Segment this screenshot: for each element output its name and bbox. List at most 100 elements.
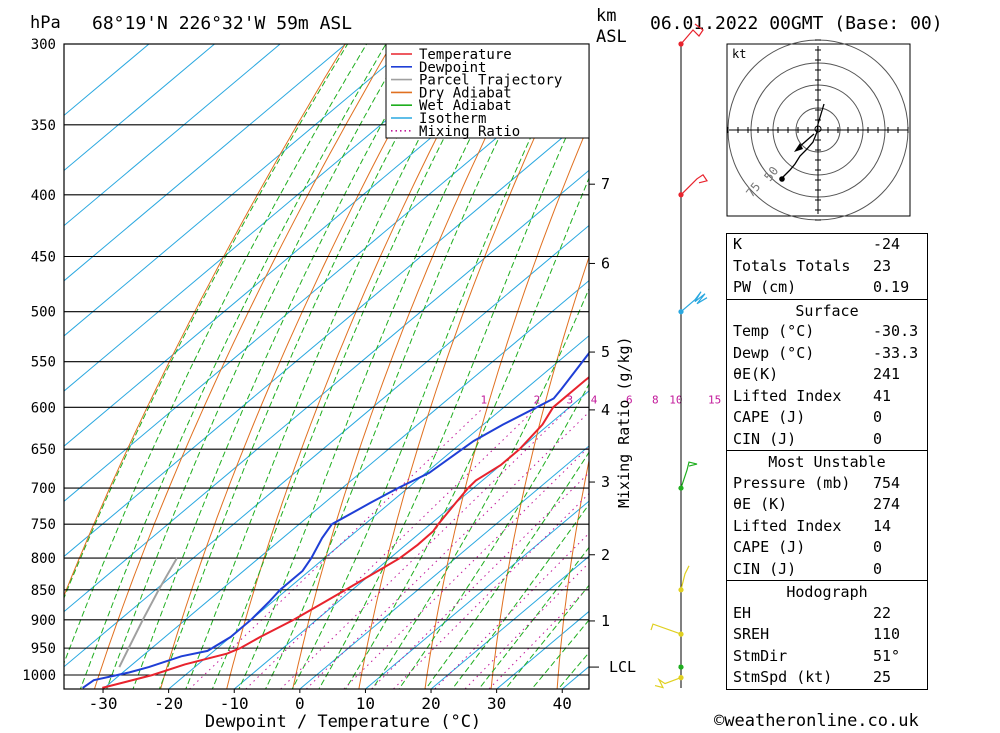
index-label: PW (cm) <box>733 278 797 296</box>
x-tick-label: 30 <box>487 694 506 713</box>
mixing-ratio-label: 4 <box>591 393 598 406</box>
index-label: CAPE (J) <box>733 538 806 556</box>
index-label: CIN (J) <box>733 429 797 448</box>
height-tick-label: 2 <box>601 546 610 564</box>
index-value: 0.19 <box>873 278 910 296</box>
isotherm-line <box>64 44 216 172</box>
pressure-tick-label: 600 <box>31 400 56 416</box>
dry-adiabat-line <box>64 44 346 598</box>
index-value: -30.3 <box>873 322 919 340</box>
wet-adiabat-line <box>318 84 589 689</box>
height-tick-label: 7 <box>601 175 610 193</box>
lcl-label: LCL <box>609 658 636 676</box>
height-asl-label: ASL <box>596 27 627 47</box>
wind-barb-dot <box>678 309 684 315</box>
series-line-temperature <box>102 376 589 689</box>
most-unstable-section-title: Most Unstable <box>768 453 886 471</box>
index-row: SREH 110 <box>727 624 927 646</box>
wind-barb <box>680 173 708 196</box>
legend-label: Dry Adiabat <box>419 85 512 101</box>
index-value: 0 <box>873 408 883 426</box>
mixing-ratio-axis-title: Mixing Ratio (g/kg) <box>615 336 633 508</box>
legend-label: Temperature <box>419 47 512 63</box>
x-axis-title: Dewpoint / Temperature (°C) <box>205 712 481 732</box>
isotherm-line <box>364 500 589 689</box>
index-label: CIN (J) <box>733 559 797 578</box>
index-label: Dewp (°C) <box>733 343 815 362</box>
index-row: EH 22 <box>727 603 927 625</box>
hodograph-end-dot <box>779 176 785 182</box>
isotherm-line <box>233 390 589 689</box>
wind-barb-dot <box>678 675 684 681</box>
wet-adiabat-line <box>185 44 470 689</box>
index-value: 274 <box>873 495 901 513</box>
dry-adiabat-line <box>358 44 579 689</box>
indices-table: K -24 Totals Totals 23 PW (cm) 0.19 Surface T… <box>726 233 928 690</box>
mixing-ratio-line <box>245 406 538 689</box>
mixing-ratio-label: 2 <box>534 393 541 406</box>
height-tick-label: 1 <box>601 612 610 630</box>
index-row: CAPE (J) 0 <box>727 537 927 559</box>
mixing-ratio-line <box>343 446 589 689</box>
wet-adiabat-line <box>345 176 589 689</box>
x-tick-label: 10 <box>356 694 375 713</box>
wet-adiabat-line <box>132 44 427 689</box>
wet-adiabat-line <box>64 44 368 665</box>
index-row: Pressure (mb) 754 <box>727 473 927 495</box>
mixing-ratio-line <box>370 472 589 689</box>
wet-adiabat-line <box>451 503 589 689</box>
wind-barb-column <box>650 23 708 689</box>
index-value: 241 <box>873 365 901 383</box>
series-layer <box>82 351 589 689</box>
index-value: 0 <box>873 538 883 556</box>
axis-labels: 3003504004505005506006507007508008509009… <box>22 37 772 713</box>
index-row: Dewp (°C) -33.3 <box>727 343 927 365</box>
wet-adiabat-line <box>478 546 589 689</box>
index-row: θE(K) 241 <box>727 364 927 386</box>
pressure-tick-label: 750 <box>31 517 56 533</box>
legend-label: Mixing Ratio <box>419 124 520 140</box>
height-tick-label: 4 <box>601 401 610 419</box>
pressure-unit-label: hPa <box>30 13 61 33</box>
index-value: 0 <box>873 429 883 448</box>
index-value: 25 <box>873 668 892 686</box>
isotherm-line <box>102 279 589 689</box>
height-unit-label: km <box>596 6 617 26</box>
mixing-ratio-label: 1 <box>481 393 488 406</box>
hodograph-section-title: Hodograph <box>786 583 868 601</box>
pressure-tick-label: 550 <box>31 355 56 371</box>
pressure-tick-label: 800 <box>31 551 56 567</box>
index-label: Lifted Index <box>733 386 842 405</box>
dry-adiabat-line <box>292 44 532 689</box>
index-row: K -24 <box>727 234 927 256</box>
x-tick-label: -20 <box>154 694 183 713</box>
isotherm-line <box>64 44 347 282</box>
pressure-tick-label: 650 <box>31 442 56 458</box>
index-value: -24 <box>873 235 901 253</box>
index-value: 110 <box>873 625 901 643</box>
index-label: K <box>733 235 743 253</box>
pressure-tick-label: 500 <box>31 305 56 321</box>
x-tick-label: 0 <box>295 694 305 713</box>
mixing-ratio-label: 3 <box>567 393 574 406</box>
legend-label: Wet Adiabat <box>419 98 512 114</box>
plot-frame <box>63 43 590 690</box>
wet-adiabat-line <box>238 44 518 689</box>
indices-top-section: K -24 Totals Totals 23 PW (cm) 0.19 <box>727 234 927 299</box>
index-value: -33.3 <box>873 343 919 362</box>
pressure-tick-label: 1000 <box>22 668 56 684</box>
wet-adiabat-line <box>264 44 546 689</box>
dry-adiabat-line <box>490 255 589 689</box>
index-value: 14 <box>873 516 892 535</box>
wind-barb-dot <box>678 485 684 491</box>
datetime-title: 06.01.2022 00GMT (Base: 00) <box>650 13 943 34</box>
index-row: StmDir 51° <box>727 646 927 668</box>
wind-barb <box>650 623 682 635</box>
wet-adiabat-line <box>371 287 589 689</box>
x-tick-label: 20 <box>421 694 440 713</box>
mixing-ratio-label: 6 <box>626 393 633 406</box>
pressure-tick-label: 450 <box>31 250 56 266</box>
pressure-tick-label: 850 <box>31 583 56 599</box>
legend-label: Parcel Trajectory <box>419 73 562 89</box>
